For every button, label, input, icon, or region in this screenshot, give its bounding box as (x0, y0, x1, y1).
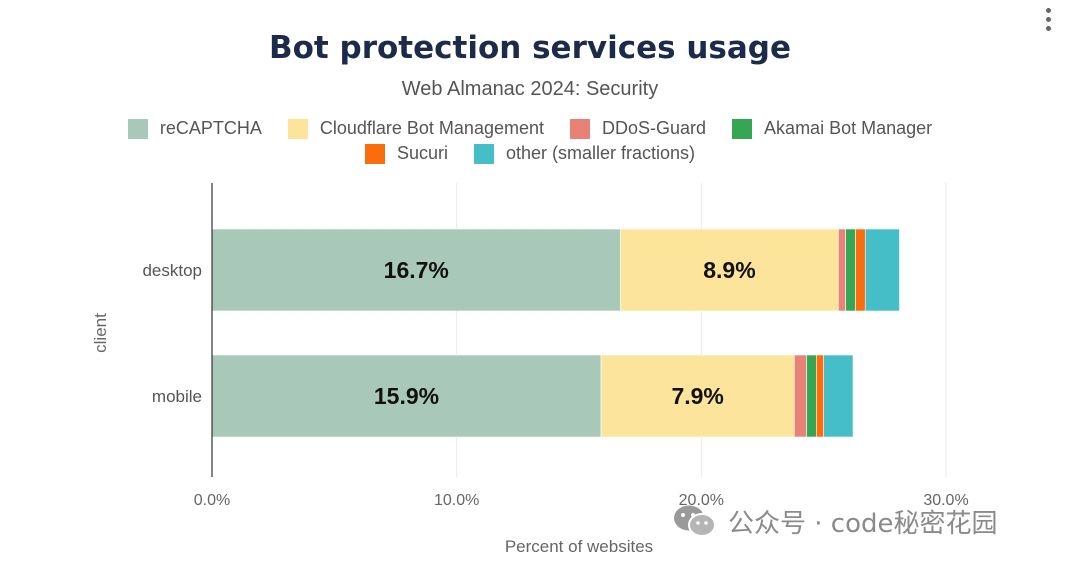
wechat-icon (674, 505, 716, 537)
bar-segment (211, 228, 621, 312)
x-tick-label: 30.0% (923, 492, 968, 509)
bar-segment (816, 354, 824, 438)
y-tick-label: mobile (152, 387, 202, 406)
legend-item[interactable]: Sucuri (364, 143, 448, 164)
chart-subtitle: Web Almanac 2024: Security (401, 78, 659, 100)
watermark-text: 公众号 · code秘密花园 (728, 508, 998, 539)
bar-segment (211, 354, 602, 438)
legend-swatch (732, 118, 753, 139)
bar-segment (794, 354, 807, 438)
menu-dot (1045, 16, 1051, 22)
legend-row-2: Sucuri other (smaller fractions) (0, 143, 1060, 164)
x-tick-label: 10.0% (434, 492, 479, 509)
more-vertical-icon[interactable] (1040, 6, 1056, 32)
y-tick-label: desktop (142, 261, 202, 280)
x-axis-label: Percent of websites (505, 537, 653, 556)
legend-item[interactable]: Cloudflare Bot Management (287, 118, 544, 139)
legend-label: other (smaller fractions) (505, 143, 696, 163)
legend-item[interactable]: reCAPTCHA (127, 118, 262, 139)
legend-label: Akamai Bot Manager (764, 118, 933, 138)
bar-segment (838, 228, 846, 312)
bar-segment (600, 354, 795, 438)
menu-dot (1045, 25, 1051, 31)
data-label: 8.9% (703, 257, 755, 283)
legend-swatch (570, 118, 590, 139)
bar-segment (620, 228, 839, 312)
bar-segment (823, 354, 854, 438)
y-axis-label: client (91, 313, 110, 353)
legend-row-1: reCAPTCHA Cloudflare Bot Management DDoS-G… (0, 118, 1060, 139)
data-label: 15.9% (374, 383, 439, 409)
data-label: 7.9% (671, 383, 723, 409)
legend-label: DDoS-Guard (602, 118, 707, 138)
legend-item[interactable]: DDoS-Guard (570, 118, 706, 139)
legend-item[interactable]: Akamai Bot Manager (732, 118, 932, 139)
legend-label: Sucuri (396, 143, 448, 163)
legend-swatch (287, 118, 308, 139)
bar-segment (845, 228, 856, 312)
bar-segment (806, 354, 817, 438)
legend-label: Cloudflare Bot Management (319, 118, 544, 138)
x-tick-label: 0.0% (194, 492, 230, 509)
legend-item[interactable]: other (smaller fractions) (473, 143, 696, 164)
legend-swatch (473, 143, 494, 164)
bar-segment (864, 228, 900, 312)
chart-title: Bot protection services usage (268, 30, 792, 66)
legend-swatch (364, 143, 385, 164)
data-label: 16.7% (384, 257, 449, 283)
legend-swatch (127, 118, 148, 139)
legend-label: reCAPTCHA (159, 118, 262, 138)
watermark: 公众号 · code秘密花园 (672, 502, 998, 540)
menu-dot (1045, 7, 1051, 13)
bar-segment (855, 228, 866, 312)
x-tick-label: 20.0% (679, 492, 724, 509)
